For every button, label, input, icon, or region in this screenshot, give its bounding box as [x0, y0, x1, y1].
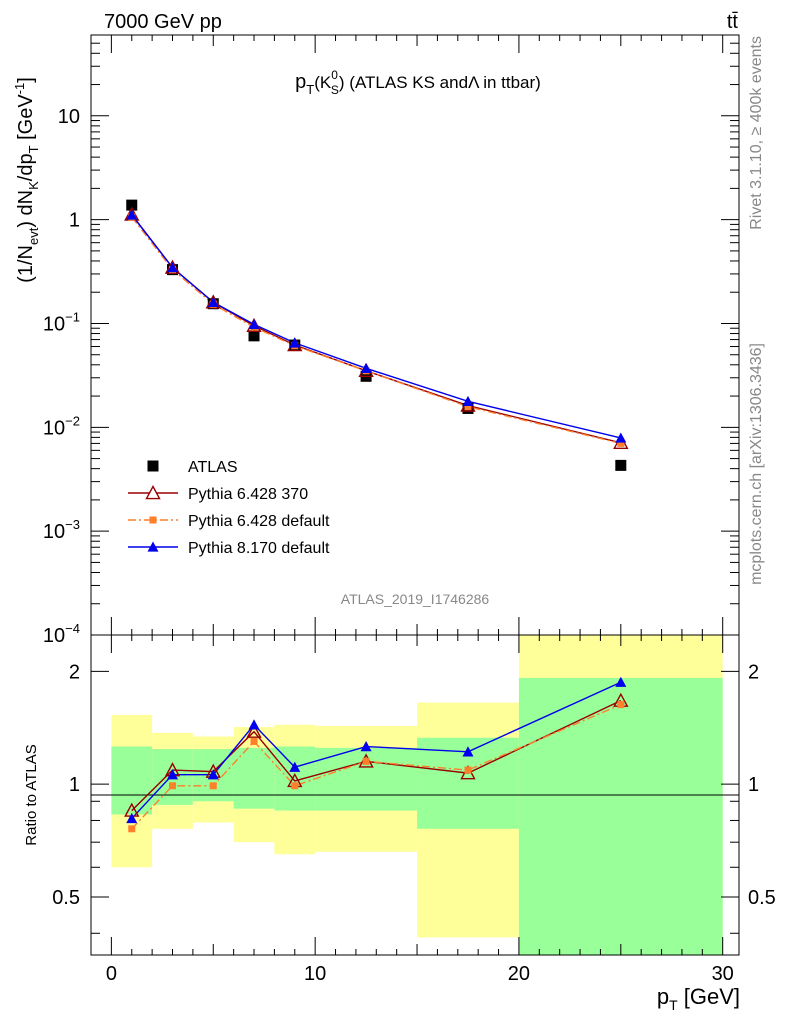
ratio-py8-default-point	[289, 761, 301, 772]
atlas-point	[126, 199, 138, 211]
py8-default-point	[126, 209, 138, 220]
atlas-point	[248, 330, 260, 342]
atlas-point	[615, 459, 627, 471]
energy-label: 7000 GeV pp	[104, 11, 222, 33]
ratio-axis-ticks	[91, 635, 739, 955]
ratio-ytick-label-right: 0.5	[748, 887, 776, 909]
py8-default-point	[167, 262, 179, 273]
main-line	[131, 216, 621, 445]
py8-default-point	[248, 318, 260, 330]
main-line	[131, 214, 621, 444]
ratio-ylabel: Ratio to ATLAS	[23, 744, 40, 845]
ratio-ytick-labels: 0.5 0.5 1 1 2 2	[52, 661, 776, 909]
main-ylabel: (1/Nevt) dNK/dpT [GeV-1]	[12, 77, 41, 283]
py8-default-point	[615, 432, 627, 443]
ratio-series	[124, 676, 629, 833]
main-ytick-label: 10−3	[43, 517, 80, 543]
ratio-py6-default-point	[209, 782, 217, 790]
ratio-py6-default-point	[128, 825, 136, 833]
ratio-py6-default-point	[250, 737, 258, 745]
legend: ATLAS Pythia 6.428 370 Pythia 6.428 defaul…	[128, 459, 330, 557]
band-inner	[233, 747, 275, 809]
ratio-py8-default-point	[360, 741, 372, 752]
ratio-py8-default-point	[207, 769, 219, 780]
main-line	[131, 214, 621, 439]
legend-label: Pythia 8.170 default	[188, 540, 330, 557]
main-ytick-label: 10−4	[43, 621, 80, 647]
process-label: tt̄	[727, 11, 739, 33]
legend-marker-py8-default	[147, 541, 159, 552]
ratio-py6-default-point	[362, 757, 370, 765]
ratio-py8-default-point	[615, 676, 627, 687]
ratio-py8-default-point	[462, 746, 474, 757]
watermark: ATLAS_2019_I1746286	[341, 591, 490, 607]
ratio-py8-default-point	[248, 719, 260, 730]
band-inner	[274, 746, 316, 811]
ratio-ytick-label-left: 2	[69, 661, 80, 683]
xtick-label: 10	[304, 963, 326, 985]
py8-default-point	[207, 296, 219, 307]
main-series	[124, 199, 629, 471]
xtick-label: 30	[712, 963, 734, 985]
rivet-label: Rivet 3.1.10, ≥ 400k events	[748, 36, 765, 230]
ratio-py6-default-point	[291, 782, 299, 790]
ratio-line	[131, 700, 622, 812]
py8-default-point	[360, 362, 372, 373]
main-ytick-label: 10−1	[43, 309, 80, 335]
ratio-ytick-label-right: 1	[748, 774, 759, 796]
legend-marker-py6-370	[145, 485, 161, 500]
ratio-py6-370-point	[246, 723, 262, 738]
ratio-py6-default-point	[169, 782, 177, 790]
band-inner	[518, 677, 723, 955]
py6-default-point	[464, 403, 472, 411]
ratio-py6-default-point	[464, 766, 472, 774]
main-ytick-label: 10	[58, 106, 80, 128]
legend-marker-atlas	[147, 460, 159, 472]
main-panel: 10−4 10−3 10−2 10−1 1 10 pT(K0 S) (ATLAS KS an…	[12, 34, 740, 647]
legend-label: Pythia 6.428 370	[188, 486, 308, 503]
ratio-ytick-label-right: 2	[748, 661, 759, 683]
legend-label: ATLAS	[188, 459, 238, 476]
ratio-py8-default-point	[126, 812, 138, 824]
main-ytick-label: 10−2	[43, 413, 80, 439]
ratio-line	[131, 703, 622, 830]
chart-title: pT(K0 S) (ATLAS KS andΛ in ttbar)	[295, 68, 541, 97]
main-ytick-label: 1	[69, 210, 80, 232]
py6-default-point	[617, 439, 625, 447]
main-ytick-labels: 10−4 10−3 10−2 10−1 1 10	[43, 106, 80, 647]
xtick-labels: 0 10 20 30	[106, 963, 734, 985]
py8-default-point	[462, 395, 474, 406]
ratio-frame	[90, 634, 740, 956]
ratio-panel: 0.5 0.5 1 1 2 2 0 10 20 30 Ratio to ATLAS pT [Ge…	[23, 634, 776, 1013]
legend-label: Pythia 6.428 default	[188, 513, 330, 530]
xlabel: pT [GeV]	[657, 984, 740, 1013]
ratio-line	[131, 681, 622, 819]
py8-default-point	[289, 337, 301, 348]
ratio-py6-default-point	[617, 701, 625, 709]
legend-marker-py6-default	[149, 516, 157, 524]
main-axis-ticks	[91, 34, 739, 636]
ratio-ytick-label-left: 1	[69, 774, 80, 796]
ratio-ytick-label-left: 0.5	[52, 887, 80, 909]
ratio-py8-default-point	[167, 769, 179, 780]
mcplots-label: mcplots.cern.ch [arXiv:1306.3436]	[748, 343, 765, 585]
xtick-label: 20	[508, 963, 530, 985]
xtick-label: 0	[106, 963, 117, 985]
